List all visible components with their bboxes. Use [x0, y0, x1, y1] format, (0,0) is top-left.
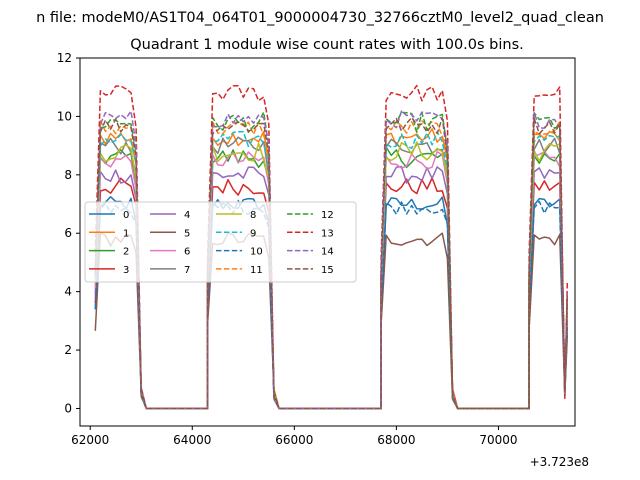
legend-label: 13 [321, 228, 334, 239]
x-tick-label: 68000 [377, 433, 415, 447]
legend-label: 3 [123, 265, 129, 276]
legend-label: 4 [184, 210, 190, 221]
header-text: n file: modeM0/AS1T04_064T01_9000004730_… [36, 10, 604, 26]
legend-label: 5 [184, 228, 190, 239]
plot-area [94, 84, 569, 410]
x-offset-label: +3.723e8 [530, 455, 589, 469]
legend-label: 10 [250, 247, 263, 258]
legend-label: 14 [321, 247, 334, 258]
legend-label: 9 [250, 228, 256, 239]
legend-label: 7 [184, 265, 190, 276]
y-tick-label: 4 [64, 285, 72, 299]
x-tick-label: 64000 [173, 433, 211, 447]
y-tick-label: 0 [64, 401, 72, 415]
legend-label: 12 [321, 210, 334, 221]
x-tick-label: 62000 [71, 433, 109, 447]
legend-label: 1 [123, 228, 129, 239]
y-tick-label: 2 [64, 343, 72, 357]
legend-label: 8 [250, 210, 256, 221]
y-tick-label: 10 [57, 109, 72, 123]
x-axis: 62000 64000 66000 68000 70000 [71, 426, 518, 447]
plot-frame [79, 57, 576, 427]
y-tick-label: 12 [57, 51, 72, 65]
y-tick-label: 8 [64, 168, 72, 182]
legend-label: 15 [321, 265, 334, 276]
legend-label: 11 [250, 265, 263, 276]
chart-title: Quadrant 1 module wise count rates with … [130, 37, 524, 53]
y-axis: 0 2 4 6 8 10 12 [57, 51, 80, 415]
legend-frame [84, 201, 357, 283]
x-tick-label: 66000 [275, 433, 313, 447]
series-line-15 [94, 116, 569, 410]
y-tick-label: 6 [64, 226, 72, 240]
legend-label: 6 [184, 247, 190, 258]
x-tick-label: 70000 [479, 433, 517, 447]
legend-label: 2 [123, 247, 129, 258]
legend-label: 0 [123, 210, 129, 221]
